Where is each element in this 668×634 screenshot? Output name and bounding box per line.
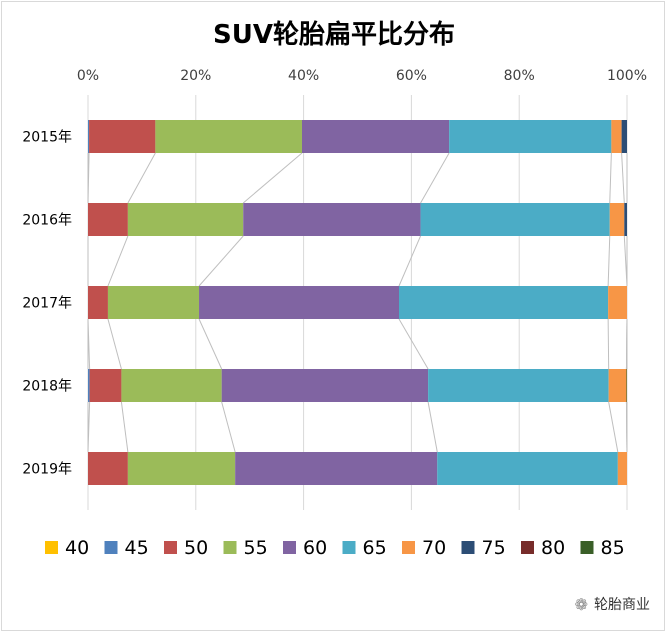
bar-segment-70 (611, 120, 622, 153)
bar-segment-70 (609, 203, 625, 236)
series-line (608, 401, 619, 453)
bar-segment-50 (88, 203, 128, 236)
legend-label: 85 (601, 537, 625, 559)
series-line (221, 401, 236, 453)
bar-segment-85 (626, 369, 627, 402)
series-line (427, 401, 438, 453)
bar-segment-60 (301, 120, 450, 153)
bar-segment-65 (428, 369, 609, 402)
x-tick-label: 80% (504, 68, 535, 84)
legend-label: 40 (65, 537, 89, 559)
bar-segment-60 (243, 203, 421, 236)
bar-segment-65 (437, 452, 618, 485)
bar-segment-50 (89, 120, 156, 153)
bar-segment-75 (624, 203, 627, 236)
series-line (607, 318, 610, 370)
legend-swatch-40 (45, 541, 58, 554)
bar-segment-75 (621, 120, 627, 153)
bar-segment-55 (107, 286, 200, 319)
bar-segment-65 (399, 286, 609, 319)
x-tick-label: 0% (77, 68, 99, 84)
bar-segment-45 (88, 120, 90, 153)
series-line (87, 318, 91, 370)
series-line (242, 152, 303, 204)
legend-swatch-75 (461, 541, 475, 554)
legend-label: 60 (303, 537, 327, 559)
legend-label: 45 (125, 537, 149, 559)
legend-label: 55 (244, 537, 268, 559)
series-line (87, 152, 90, 204)
x-tick-label: 20% (180, 68, 211, 84)
series-line (107, 235, 129, 287)
series-line (609, 152, 612, 204)
watermark-text: 轮胎商业 (594, 597, 650, 613)
series-line (120, 401, 129, 453)
legend-swatch-55 (223, 541, 237, 554)
bar-segment-55 (121, 369, 222, 402)
watermark: ❁ 轮胎商业 (575, 594, 650, 614)
series-line (198, 235, 244, 287)
x-tick-label: 60% (396, 68, 427, 84)
bar-segment-55 (127, 452, 236, 485)
wechat-icon: ❁ (574, 594, 588, 614)
series-line (398, 235, 422, 287)
series-line (127, 152, 156, 204)
series-line (621, 152, 625, 204)
series-line (420, 152, 450, 204)
legend-swatch-50 (164, 541, 177, 554)
legend-label: 65 (363, 537, 387, 559)
legend-label: 70 (422, 537, 446, 559)
chart-title: SUV轮胎扁平比分布 (213, 20, 455, 50)
bar-segment-60 (235, 452, 438, 485)
bar-segment-50 (89, 369, 122, 402)
bar-segment-60 (221, 369, 429, 402)
series-line (607, 235, 611, 287)
legend-label: 80 (541, 537, 565, 559)
series-line (398, 318, 429, 370)
x-tick-label: 40% (288, 68, 319, 84)
y-tick-label: 2015年 (22, 130, 72, 146)
bar-segment-65 (420, 203, 610, 236)
bar-segment-60 (199, 286, 400, 319)
bar-segment-65 (449, 120, 612, 153)
series-line (198, 318, 223, 370)
legend-swatch-60 (283, 541, 296, 554)
bar-segment-45 (88, 369, 90, 402)
bar-segment-50 (88, 452, 128, 485)
legend-label: 75 (482, 537, 506, 559)
bar-segment-50 (88, 286, 108, 319)
legend-swatch-80 (521, 541, 534, 554)
legend-swatch-85 (580, 541, 594, 554)
bar-segment-70 (608, 369, 627, 402)
y-tick-label: 2019年 (22, 462, 72, 478)
series-line (107, 318, 122, 370)
y-tick-label: 2016年 (22, 213, 72, 229)
legend-swatch-65 (342, 541, 356, 554)
legend-label: 50 (184, 537, 208, 559)
x-tick-label: 100% (607, 68, 647, 84)
legend-swatch-70 (402, 541, 415, 554)
y-tick-label: 2017年 (22, 296, 72, 312)
bar-segment-55 (155, 120, 302, 153)
y-tick-label: 2018年 (22, 379, 72, 395)
series-line (87, 401, 91, 453)
bar-segment-70 (608, 286, 627, 319)
bar-segment-70 (617, 452, 627, 485)
bar-segment-55 (127, 203, 244, 236)
legend-swatch-45 (104, 541, 118, 554)
